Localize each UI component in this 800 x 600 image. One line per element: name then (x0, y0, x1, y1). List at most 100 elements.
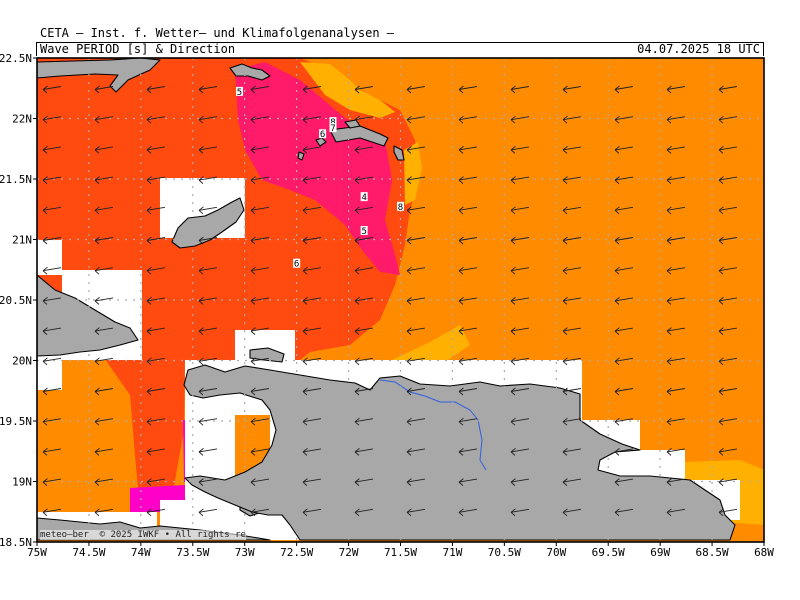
wave-direction-arrow (458, 478, 478, 486)
wave-direction-arrow (458, 115, 478, 124)
wave-direction-arrow (94, 206, 114, 215)
wave-direction-arrow (458, 417, 478, 426)
wave-direction-arrow (250, 85, 270, 94)
wave-direction-arrow (42, 236, 62, 245)
wave-direction-arrow (198, 146, 218, 154)
wave-direction-arrow (250, 448, 270, 456)
wave-direction-arrow (250, 478, 270, 486)
wave-direction-arrow (302, 146, 322, 154)
map-subtitle: Wave PERIOD [s] & Direction (40, 42, 236, 56)
wave-direction-arrow (562, 236, 582, 245)
wave-direction-arrow (354, 176, 374, 184)
wave-direction-arrow (250, 508, 270, 517)
no-data-cell (62, 270, 142, 300)
wave-direction-arrow (94, 478, 114, 486)
wave-direction-arrow (42, 327, 62, 335)
forecast-datetime: 04.07.2025 18 UTC (637, 42, 760, 56)
wave-direction-arrow (614, 327, 634, 335)
wave-direction-arrow (666, 297, 686, 305)
wave-direction-arrow (510, 266, 530, 275)
wave-direction-arrow (510, 115, 530, 124)
wave-direction-arrow (614, 387, 634, 396)
land-cuba-east (37, 274, 139, 357)
wave-direction-arrow (146, 146, 166, 154)
period-zone-peak (235, 62, 400, 275)
wave-direction-arrow (94, 115, 114, 124)
wave-direction-arrow (302, 115, 322, 124)
wave-direction-arrow (42, 297, 62, 305)
wave-direction-arrow (146, 387, 166, 396)
wave-direction-arrow (302, 417, 322, 426)
wave-direction-arrow (302, 85, 322, 94)
x-tick-label: 70.5W (488, 546, 521, 559)
wave-direction-arrow (406, 115, 426, 124)
y-tick-label: 22N (12, 113, 32, 126)
wave-direction-arrow (718, 387, 738, 396)
wave-direction-arrow (302, 508, 322, 517)
wave-direction-arrow (406, 146, 426, 154)
wave-direction-arrow (510, 508, 530, 517)
wave-direction-arrow (562, 297, 582, 305)
wave-direction-arrow (614, 85, 634, 94)
x-tick-label: 68.5W (696, 546, 729, 559)
wave-direction-arrow (562, 417, 582, 426)
y-tick-label: 18.5N (0, 536, 32, 549)
period-zone-medium-sw (37, 350, 135, 512)
wave-direction-arrow (406, 508, 426, 517)
wave-direction-arrows (42, 85, 738, 517)
wave-direction-arrow (94, 508, 114, 517)
no-data-cell (37, 360, 62, 390)
wave-direction-arrow (42, 387, 62, 396)
wave-direction-arrow (198, 357, 218, 366)
wave-direction-arrow (510, 387, 530, 396)
wave-direction-arrow (302, 206, 322, 215)
x-tick-label: 71.5W (384, 546, 417, 559)
wave-direction-arrow (510, 85, 530, 94)
wave-direction-arrow (146, 85, 166, 94)
wave-direction-arrow (250, 206, 270, 215)
wave-direction-arrow (302, 357, 322, 366)
wave-direction-arrow (510, 417, 530, 426)
period-label-bg (397, 201, 404, 211)
wave-direction-arrow (94, 387, 114, 396)
wave-direction-arrow (302, 236, 322, 245)
wave-direction-arrow (146, 448, 166, 456)
wave-direction-arrow (42, 266, 62, 275)
wave-direction-arrow (42, 206, 62, 215)
wave-direction-arrow (198, 85, 218, 94)
wave-direction-arrow (718, 357, 738, 366)
wave-direction-arrow (614, 266, 634, 275)
period-label: 6 (320, 130, 325, 140)
wave-direction-arrow (146, 206, 166, 215)
wave-direction-arrow (198, 297, 218, 305)
wave-direction-arrow (666, 176, 686, 184)
wave-direction-arrow (250, 417, 270, 426)
wave-direction-arrow (614, 448, 634, 456)
wave-direction-arrow (94, 146, 114, 154)
wave-direction-arrow (666, 85, 686, 94)
x-tick-label: 71W (442, 546, 462, 559)
wave-direction-arrow (250, 387, 270, 396)
wave-direction-arrow (614, 357, 634, 366)
y-tick-label: 20N (12, 355, 32, 368)
wave-direction-arrow (302, 266, 322, 275)
x-tick-label: 69.5W (592, 546, 625, 559)
wave-direction-arrow (94, 236, 114, 245)
wave-direction-arrow (562, 266, 582, 275)
wave-direction-arrow (198, 478, 218, 486)
wave-direction-arrow (42, 115, 62, 124)
period-label: 5 (361, 227, 366, 237)
land-caicos-east (393, 145, 405, 161)
wave-direction-arrow (666, 266, 686, 275)
wave-direction-arrow (146, 417, 166, 426)
wave-direction-arrow (42, 357, 62, 366)
wave-direction-arrow (250, 236, 270, 245)
wave-direction-arrow (354, 448, 374, 456)
wave-direction-arrow (42, 508, 62, 517)
wave-direction-arrow (458, 146, 478, 154)
wave-direction-arrow (614, 236, 634, 245)
wave-direction-arrow (614, 508, 634, 517)
land-great-inagua-north (37, 58, 161, 93)
